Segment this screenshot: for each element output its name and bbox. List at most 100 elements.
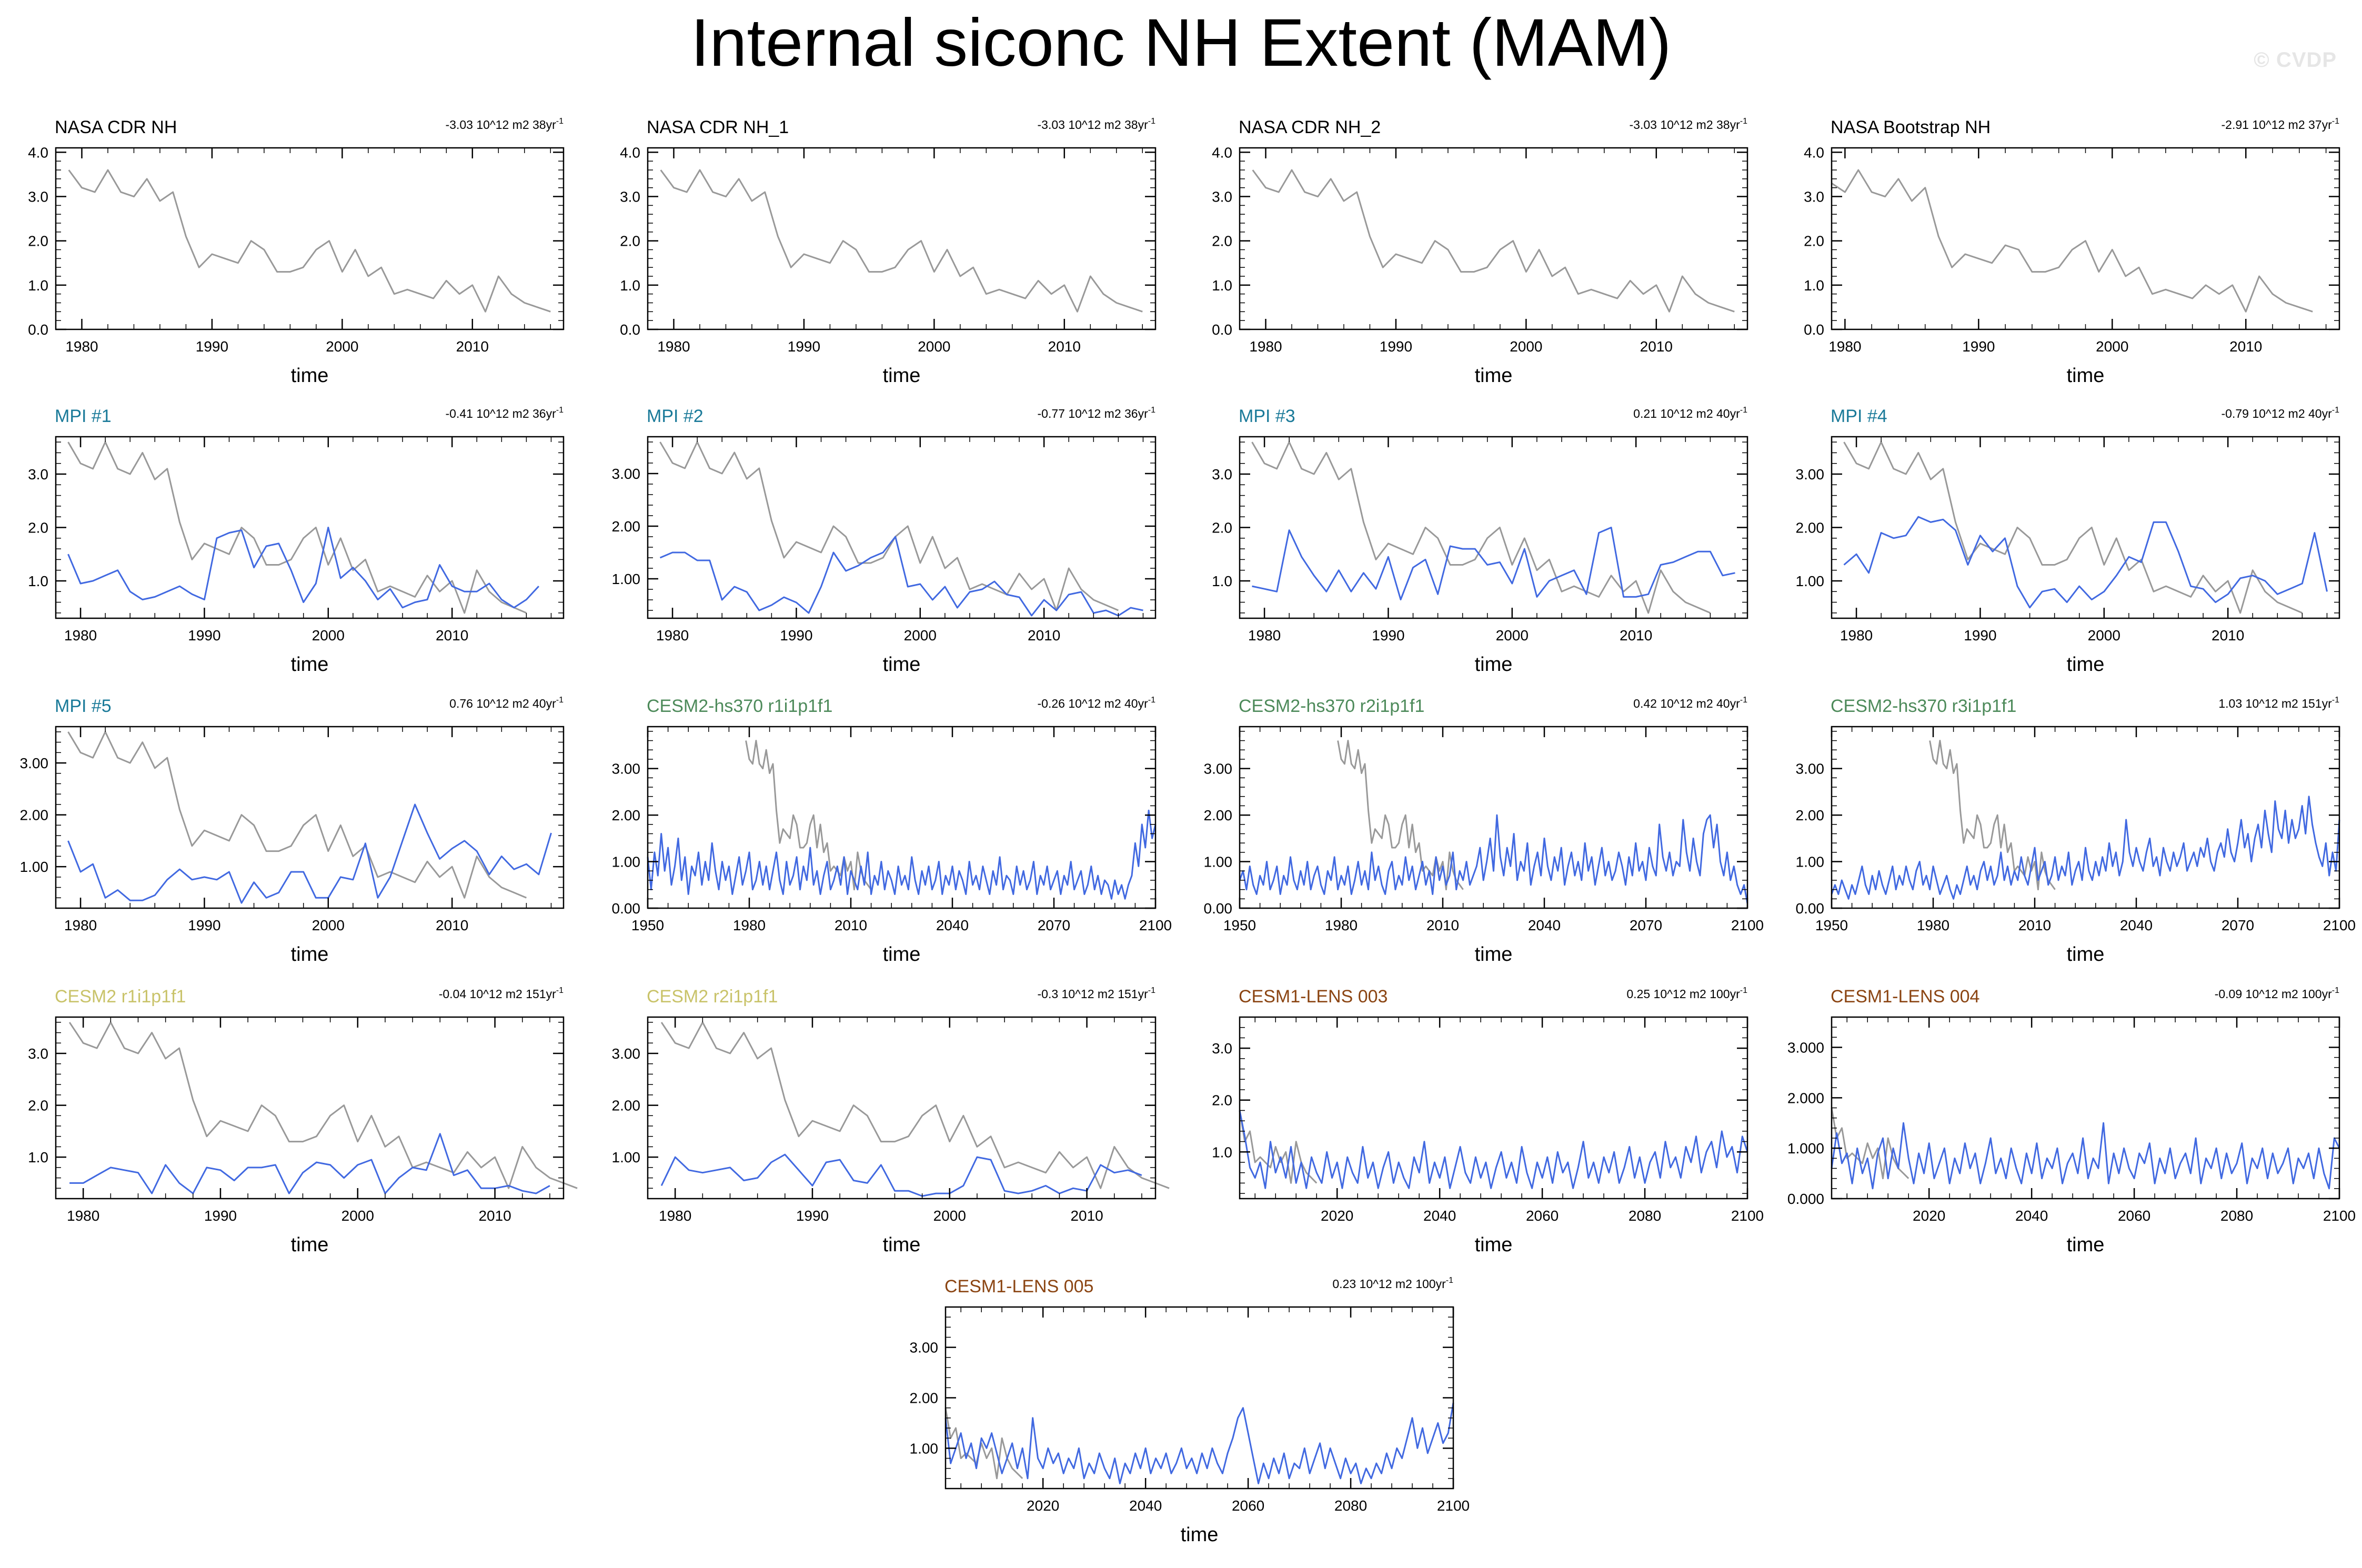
panel-5: 1.0 2.0 3.0 1980 1990 2000 2010 time MPI #1 -0.41… (28, 406, 565, 676)
x-axis-label: time (291, 1234, 329, 1256)
panel-title: CESM2-hs370 r3i1p1f1 (1831, 696, 2016, 716)
panel-title: CESM2 r2i1p1f1 (647, 987, 778, 1007)
y-tick-label: 1.0 (1212, 573, 1232, 589)
y-tick-label: 1.0 (28, 1149, 48, 1165)
x-tick-label: 1990 (188, 917, 220, 933)
model-series-line (1252, 527, 1735, 600)
y-tick-label: 3.00 (1204, 761, 1233, 777)
x-tick-label: 1980 (64, 627, 97, 644)
x-tick-label: 1990 (204, 1208, 237, 1224)
trend-value: -3.03 10^12 m2 38yr (1038, 118, 1149, 132)
y-tick-label: 3.0 (1212, 466, 1232, 483)
y-tick-label: 1.00 (1204, 854, 1233, 870)
x-tick-label: 1950 (1815, 917, 1848, 933)
x-tick-label: 2070 (1038, 917, 1070, 933)
plot-frame (55, 1016, 565, 1200)
x-tick-label: 2010 (2229, 338, 2262, 355)
trend-annotation: 0.21 10^12 m2 40yr-1 (1633, 406, 1747, 420)
panel-title: MPI #5 (55, 696, 112, 716)
panel-title: CESM2 r1i1p1f1 (55, 987, 186, 1007)
y-tick-label: 0.0 (620, 321, 640, 338)
trend-exponent: -1 (1740, 986, 1747, 995)
trend-annotation: -0.26 10^12 m2 40yr-1 (1038, 696, 1156, 710)
x-tick-label: 2000 (904, 627, 937, 644)
trend-annotation: -0.77 10^12 m2 36yr-1 (1038, 406, 1156, 420)
trend-value: -3.03 10^12 m2 38yr (1630, 118, 1741, 132)
y-tick-label: 2.0 (28, 520, 48, 536)
y-tick-label: 1.0 (28, 573, 48, 589)
x-axis-label: time (883, 943, 921, 966)
x-tick-label: 2010 (456, 338, 489, 355)
y-tick-label: 4.0 (1212, 144, 1232, 160)
trend-annotation: -0.41 10^12 m2 36yr-1 (446, 406, 564, 420)
y-tick-label: 3.0 (28, 466, 48, 483)
x-tick-label: 2040 (1129, 1497, 1162, 1514)
trend-annotation: 1.03 10^12 m2 151yr-1 (2218, 696, 2339, 710)
y-tick-label: 3.00 (612, 1046, 641, 1062)
x-tick-label: 2070 (1630, 917, 1662, 933)
observed-series-line (745, 740, 872, 891)
trend-value: -2.91 10^12 m2 37yr (2222, 118, 2333, 132)
trend-exponent: -1 (556, 117, 564, 126)
trend-exponent: -1 (2332, 117, 2339, 126)
trend-value: 0.23 10^12 m2 100yr (1332, 1277, 1446, 1291)
x-tick-label: 2000 (312, 627, 345, 644)
y-tick-label: 3.0 (28, 189, 48, 205)
x-tick-label: 2000 (312, 917, 345, 933)
trend-value: 0.42 10^12 m2 40yr (1633, 697, 1740, 710)
observed-series-line (660, 169, 1143, 313)
panel-4: 0.0 1.0 2.0 3.0 4.0 1980 1990 2000 2010 time NASA … (1804, 117, 2340, 387)
x-tick-label: 2000 (933, 1208, 966, 1224)
plot-frame (647, 1016, 1157, 1200)
x-tick-label: 1950 (631, 917, 664, 933)
trend-value: 0.21 10^12 m2 40yr (1633, 407, 1740, 420)
x-tick-label: 1980 (657, 338, 690, 355)
trend-annotation: -3.03 10^12 m2 38yr-1 (1630, 117, 1748, 132)
x-axis-label: time (291, 943, 329, 966)
x-tick-label: 2060 (1232, 1497, 1264, 1514)
observed-series-line (1252, 169, 1735, 313)
trend-exponent: -1 (1148, 696, 1155, 705)
trend-annotation: 0.42 10^12 m2 40yr-1 (1633, 696, 1747, 710)
observed-series-line (68, 1021, 578, 1189)
plot-frame (1239, 147, 1748, 330)
x-tick-label: 2040 (936, 917, 969, 933)
y-tick-label: 3.0 (1212, 1040, 1232, 1057)
trend-value: -0.26 10^12 m2 40yr (1038, 697, 1149, 710)
x-tick-label: 1990 (1964, 627, 1996, 644)
y-tick-label: 2.00 (612, 807, 641, 823)
y-tick-label: 1.0 (1212, 277, 1232, 294)
trend-value: 0.25 10^12 m2 100yr (1626, 987, 1740, 1001)
x-tick-label: 1990 (1380, 338, 1412, 355)
y-tick-label: 3.00 (612, 466, 641, 482)
y-tick-label: 1.00 (910, 1440, 939, 1456)
model-series-line (69, 1133, 550, 1194)
trend-exponent: -1 (2332, 406, 2339, 415)
x-tick-label: 1950 (1223, 917, 1256, 933)
trend-value: -0.04 10^12 m2 151yr (439, 987, 556, 1001)
plot-frame (1831, 726, 2340, 909)
plot-frame (647, 436, 1157, 619)
x-tick-label: 2070 (2222, 917, 2254, 933)
y-tick-label: 0.0 (1212, 321, 1232, 338)
page-title: Internal siconc NH Extent (MAM) (690, 5, 1672, 81)
y-tick-label: 2.0 (28, 1098, 48, 1114)
plot-frame (55, 147, 565, 330)
x-tick-label: 2020 (1913, 1208, 1945, 1224)
y-tick-label: 1.0 (620, 277, 640, 294)
trend-exponent: -1 (556, 406, 564, 415)
x-tick-label: 1980 (1828, 338, 1861, 355)
x-tick-label: 2080 (2220, 1208, 2253, 1224)
x-tick-label: 2040 (1528, 917, 1561, 933)
x-tick-label: 1980 (1325, 917, 1358, 933)
plot-frame (1239, 1016, 1748, 1200)
y-tick-label: 2.00 (910, 1390, 939, 1406)
x-axis-label: time (883, 1234, 921, 1256)
model-series-line (1843, 516, 2328, 609)
x-tick-label: 2010 (436, 917, 468, 933)
y-tick-label: 1.00 (612, 571, 641, 587)
x-tick-label: 2100 (2323, 1208, 2356, 1224)
x-tick-label: 2010 (2018, 917, 2051, 933)
trend-value: -0.3 10^12 m2 151yr (1038, 987, 1149, 1001)
